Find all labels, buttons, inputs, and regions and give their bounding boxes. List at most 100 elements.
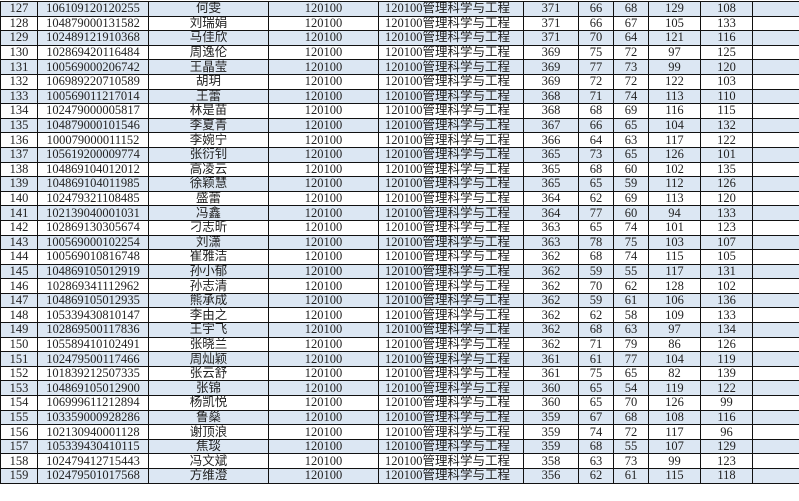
score-english-cell: 79 — [614, 337, 649, 352]
score-english-cell: 72 — [614, 74, 649, 89]
score-subject-1-cell: 97 — [649, 323, 701, 338]
empty-cell — [753, 323, 799, 338]
major-name-cell: 120100管理科学与工程 — [379, 147, 524, 162]
score-politics-cell: 63 — [579, 454, 614, 469]
major-code-cell: 120100 — [269, 381, 379, 396]
candidate-id-cell: 106999611212894 — [38, 396, 149, 411]
score-subject-1-cell: 115 — [649, 250, 701, 265]
score-subject-1-cell: 119 — [649, 381, 701, 396]
candidate-name-cell: 熊承成 — [149, 293, 269, 308]
score-subject-1-cell: 121 — [649, 31, 701, 46]
score-politics-cell: 66 — [579, 16, 614, 31]
row-number-cell: 140 — [1, 191, 38, 206]
total-score-cell: 369 — [524, 60, 579, 75]
score-politics-cell: 68 — [579, 439, 614, 454]
candidate-id-cell: 106109120120255 — [38, 2, 149, 17]
total-score-cell: 363 — [524, 235, 579, 250]
candidate-id-cell: 102479321108485 — [38, 191, 149, 206]
major-name-cell: 120100管理科学与工程 — [379, 45, 524, 60]
score-english-cell: 70 — [614, 396, 649, 411]
row-number-cell: 138 — [1, 162, 38, 177]
score-subject-1-cell: 101 — [649, 220, 701, 235]
score-politics-cell: 65 — [579, 220, 614, 235]
row-number-cell: 158 — [1, 454, 38, 469]
major-code-cell: 120100 — [269, 147, 379, 162]
total-score-cell: 369 — [524, 74, 579, 89]
score-politics-cell: 64 — [579, 133, 614, 148]
candidate-name-cell: 张锦 — [149, 381, 269, 396]
score-english-cell: 77 — [614, 352, 649, 367]
major-name-cell: 120100管理科学与工程 — [379, 381, 524, 396]
total-score-cell: 362 — [524, 337, 579, 352]
row-number-cell: 137 — [1, 147, 38, 162]
major-name-cell: 120100管理科学与工程 — [379, 352, 524, 367]
candidate-name-cell: 孙志清 — [149, 279, 269, 294]
row-number-cell: 133 — [1, 89, 38, 104]
score-politics-cell: 65 — [579, 381, 614, 396]
score-english-cell: 74 — [614, 220, 649, 235]
row-number-cell: 149 — [1, 323, 38, 338]
total-score-cell: 365 — [524, 177, 579, 192]
major-code-cell: 120100 — [269, 337, 379, 352]
empty-cell — [753, 381, 799, 396]
candidate-name-cell: 李夏青 — [149, 118, 269, 133]
empty-cell — [753, 279, 799, 294]
candidate-id-cell: 104879000101546 — [38, 118, 149, 133]
score-english-cell: 72 — [614, 45, 649, 60]
score-politics-cell: 68 — [579, 162, 614, 177]
row-number-cell: 148 — [1, 308, 38, 323]
score-politics-cell: 62 — [579, 191, 614, 206]
score-subject-2-cell: 122 — [701, 381, 753, 396]
major-code-cell: 120100 — [269, 264, 379, 279]
candidate-name-cell: 李婉宁 — [149, 133, 269, 148]
score-subject-1-cell: 104 — [649, 352, 701, 367]
candidate-id-cell: 106989220710589 — [38, 74, 149, 89]
major-name-cell: 120100管理科学与工程 — [379, 191, 524, 206]
score-subject-2-cell: 139 — [701, 366, 753, 381]
score-english-cell: 61 — [614, 293, 649, 308]
empty-cell — [753, 191, 799, 206]
row-number-cell: 143 — [1, 235, 38, 250]
score-subject-1-cell: 104 — [649, 118, 701, 133]
row-number-cell: 141 — [1, 206, 38, 221]
score-subject-2-cell: 119 — [701, 352, 753, 367]
candidate-id-cell: 102479000005817 — [38, 104, 149, 119]
candidate-id-cell: 100079000011152 — [38, 133, 149, 148]
score-politics-cell: 71 — [579, 89, 614, 104]
empty-cell — [753, 235, 799, 250]
candidate-name-cell: 周逸伦 — [149, 45, 269, 60]
major-name-cell: 120100管理科学与工程 — [379, 74, 524, 89]
score-subject-2-cell: 126 — [701, 337, 753, 352]
major-name-cell: 120100管理科学与工程 — [379, 264, 524, 279]
total-score-cell: 362 — [524, 323, 579, 338]
candidate-name-cell: 鲁燊 — [149, 410, 269, 425]
score-subject-1-cell: 113 — [649, 89, 701, 104]
candidate-id-cell: 105339430410115 — [38, 439, 149, 454]
candidate-name-cell: 何雯 — [149, 2, 269, 17]
score-english-cell: 69 — [614, 104, 649, 119]
empty-cell — [753, 31, 799, 46]
candidate-id-cell: 102479501017568 — [38, 469, 149, 484]
empty-cell — [753, 118, 799, 133]
major-code-cell: 120100 — [269, 308, 379, 323]
major-code-cell: 120100 — [269, 220, 379, 235]
empty-cell — [753, 308, 799, 323]
score-subject-2-cell: 99 — [701, 396, 753, 411]
candidate-name-cell: 杨凯悦 — [149, 396, 269, 411]
score-subject-1-cell: 122 — [649, 74, 701, 89]
score-english-cell: 67 — [614, 16, 649, 31]
score-subject-1-cell: 105 — [649, 16, 701, 31]
row-number-cell: 153 — [1, 381, 38, 396]
total-score-cell: 365 — [524, 147, 579, 162]
major-name-cell: 120100管理科学与工程 — [379, 16, 524, 31]
score-subject-2-cell: 132 — [701, 118, 753, 133]
